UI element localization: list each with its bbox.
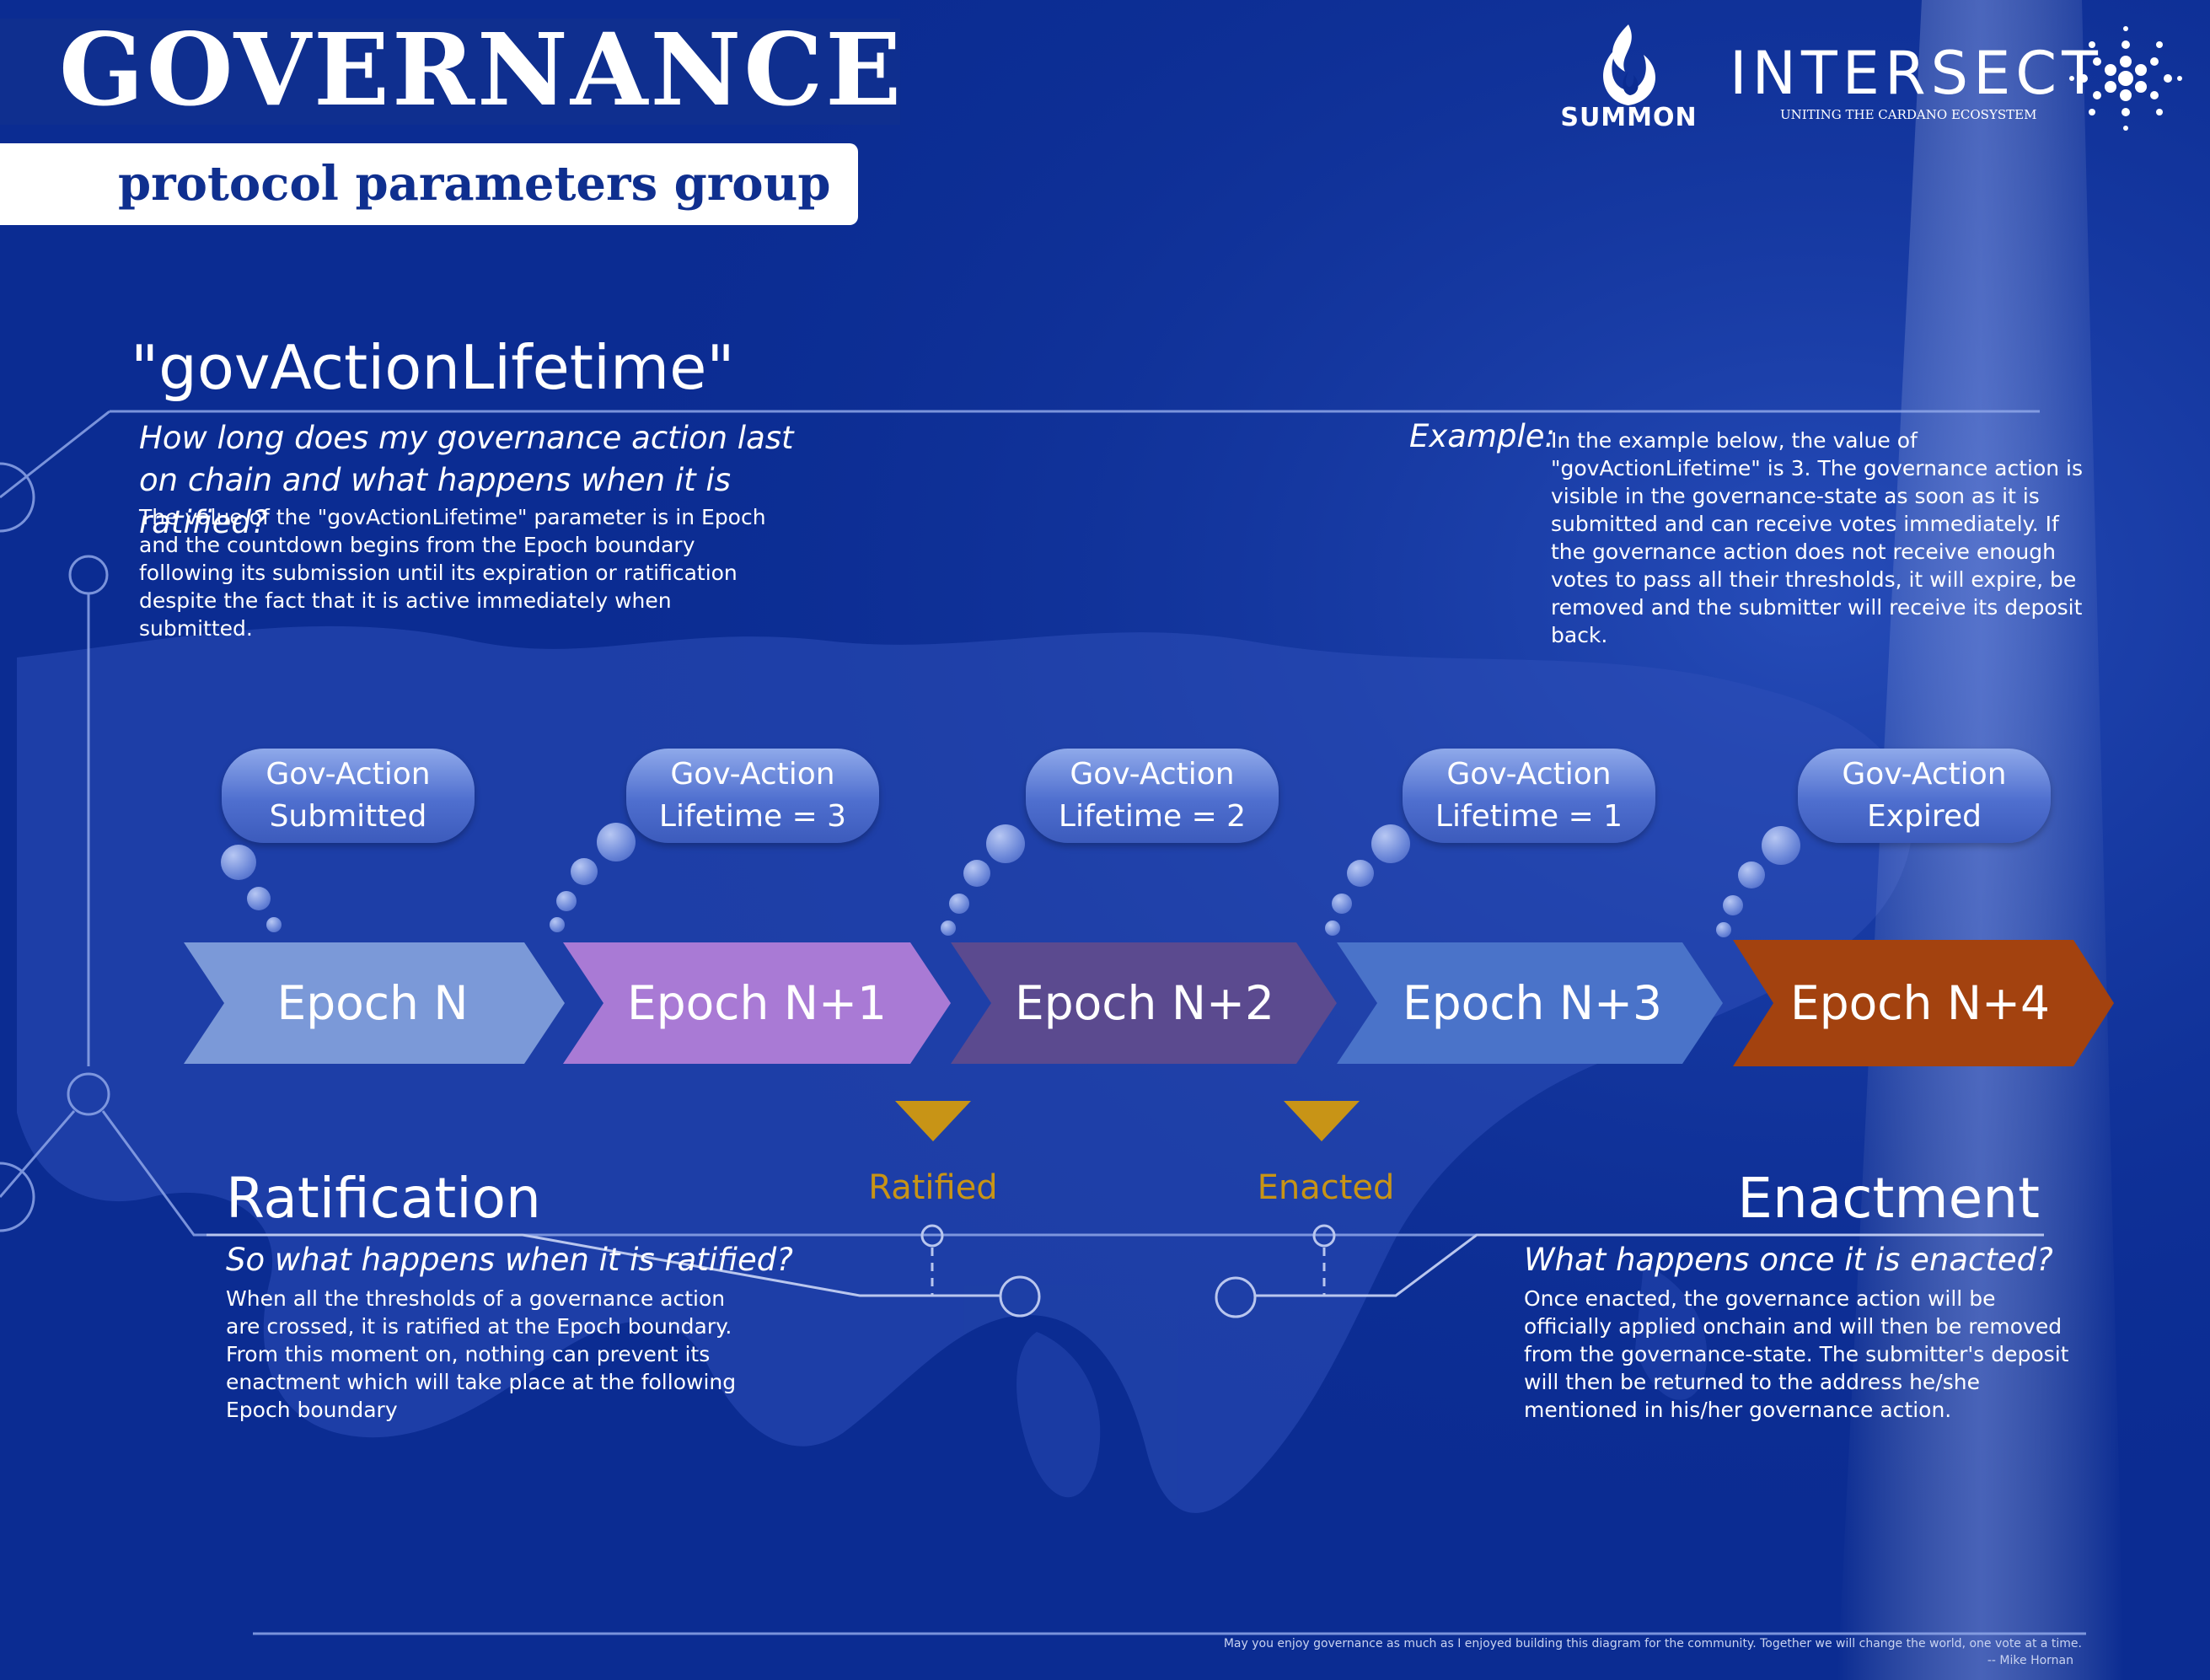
bubble-lifetime-3: Gov-Action Lifetime = 3 xyxy=(626,749,879,843)
bubble-line2: Lifetime = 3 xyxy=(658,799,847,834)
bubble-line1: Gov-Action xyxy=(1446,757,1612,792)
intersect-logo-text: INTERSECT xyxy=(1730,39,2103,108)
bubble-lifetime-2: Gov-Action Lifetime = 2 xyxy=(1026,749,1279,843)
bubble-line1: Gov-Action xyxy=(1070,757,1235,792)
bubble-trail-dot xyxy=(597,823,636,861)
bubble-trail-dot xyxy=(1716,922,1731,937)
enactment-question: What happens once it is enacted? xyxy=(1524,1242,2053,1278)
epoch-chevron-n xyxy=(184,942,565,1064)
marker-connectors xyxy=(207,1101,2044,1318)
circuit-lines xyxy=(0,410,2086,1635)
page-subtitle: protocol parameters group xyxy=(118,156,831,212)
example-text: In the example below, the value of "govA… xyxy=(1551,428,2084,647)
bubble-line2: Expired xyxy=(1867,799,1982,834)
parameter-description: The value of the "govActionLifetime" par… xyxy=(139,505,766,641)
bubble-line1: Gov-Action xyxy=(670,757,835,792)
bubble-trail-dot xyxy=(1347,860,1374,887)
ratification-question: So what happens when it is ratified? xyxy=(226,1242,793,1278)
bubble-trail-dot xyxy=(247,887,271,910)
epoch-label: Epoch N+4 xyxy=(1789,976,2051,1030)
epoch-chevron-n1 xyxy=(563,942,951,1064)
bubble-line1: Gov-Action xyxy=(1842,757,2007,792)
bubble-trail-dot xyxy=(1723,895,1743,915)
bubble-trail-dot xyxy=(1371,824,1410,863)
summon-logo-text: SUMMON xyxy=(1560,103,1698,132)
bubble-trail-dot xyxy=(941,921,956,936)
footer-quote: May you enjoy governance as much as I en… xyxy=(1223,1637,2082,1650)
bubble-trail-dot xyxy=(221,845,256,880)
bubble-trail-dot xyxy=(266,917,282,932)
ratification-title: Ratification xyxy=(226,1166,541,1231)
bubble-expired: Gov-Action Expired xyxy=(1798,749,2051,843)
title-bar xyxy=(0,19,900,125)
epoch-chevron-n2 xyxy=(951,942,1337,1064)
enactment-title: Enactment xyxy=(1737,1166,2040,1231)
bubble-lifetime-1: Gov-Action Lifetime = 1 xyxy=(1403,749,1655,843)
epoch-label: Epoch N xyxy=(276,976,469,1030)
flame-icon xyxy=(1603,24,1655,105)
bubble-line2: Submitted xyxy=(269,799,427,834)
bubble-line2: Lifetime = 2 xyxy=(1058,799,1247,834)
bubble-trail-dot xyxy=(556,891,577,911)
bubble-trail-dot xyxy=(986,824,1025,863)
ratified-marker-triangle xyxy=(895,1101,971,1141)
enacted-marker-triangle xyxy=(1284,1101,1360,1141)
epoch-label: Epoch N+2 xyxy=(1014,976,1275,1030)
epoch-chevron-n4 xyxy=(1733,940,2114,1066)
epoch-chevron-n3 xyxy=(1337,942,1723,1064)
ratification-text: When all the thresholds of a governance … xyxy=(226,1286,737,1422)
bubble-line1: Gov-Action xyxy=(266,757,431,792)
intersect-tagline: UNITING THE CARDANO ECOSYSTEM xyxy=(1780,107,2037,122)
subtitle-box xyxy=(0,143,858,225)
parameter-name: "govActionLifetime" xyxy=(131,332,735,403)
bubble-line2: Lifetime = 1 xyxy=(1435,799,1623,834)
bubble-submitted: Gov-Action Submitted xyxy=(222,749,475,843)
bubble-trail-dot xyxy=(571,858,598,885)
page-title: GOVERNANCE xyxy=(59,11,904,128)
world-map-silhouette xyxy=(17,625,1912,1513)
cardano-icon xyxy=(2069,26,2182,131)
ratified-marker-label: Ratified xyxy=(868,1168,998,1207)
epoch-label: Epoch N+3 xyxy=(1402,976,1663,1030)
enacted-marker-label: Enacted xyxy=(1257,1168,1395,1207)
bubble-trail-dot xyxy=(1332,894,1352,914)
footer-author: -- Mike Hornan xyxy=(1987,1654,2073,1667)
epoch-label: Epoch N+1 xyxy=(626,976,888,1030)
bubble-trail-dot xyxy=(1325,921,1340,936)
bubble-trail-dot xyxy=(1762,826,1800,865)
bubble-trail-dot xyxy=(1738,861,1765,888)
parameter-question: How long does my governance action last … xyxy=(139,420,794,540)
example-label: Example: xyxy=(1409,418,1555,454)
enactment-text: Once enacted, the governance action will… xyxy=(1524,1286,2069,1422)
bubble-trail-dot xyxy=(963,860,990,887)
epoch-timeline xyxy=(184,940,2114,1066)
bubble-trail-dot xyxy=(550,917,565,932)
bubble-trail-dot xyxy=(949,894,969,914)
